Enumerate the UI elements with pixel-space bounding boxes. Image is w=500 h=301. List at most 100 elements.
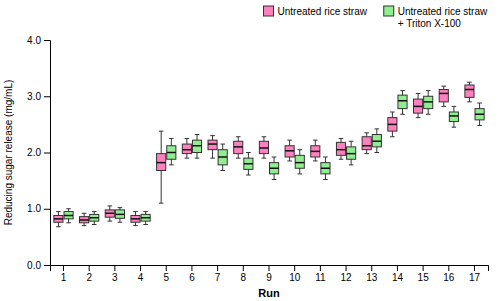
x-tick: 13 — [366, 265, 378, 283]
cap-low — [452, 127, 457, 128]
x-tick: 5 — [163, 265, 169, 283]
cap-low — [236, 158, 241, 159]
x-tick: 14 — [392, 265, 404, 283]
x-axis: 1234567891011121314151617 — [51, 265, 489, 283]
cap-high — [185, 138, 190, 139]
median — [64, 215, 73, 217]
cap-high — [441, 86, 446, 87]
x-tick-mark — [191, 265, 192, 271]
box — [270, 157, 279, 180]
box — [439, 86, 448, 106]
x-tick-mark — [63, 265, 64, 271]
x-tick: 7 — [215, 265, 221, 283]
box — [362, 133, 371, 154]
x-tick-mark — [320, 265, 321, 271]
cap-low — [323, 179, 328, 180]
x-tick: 4 — [138, 265, 144, 283]
cap-low — [375, 152, 380, 153]
box — [182, 138, 191, 158]
box — [372, 129, 381, 153]
cap-high — [118, 207, 123, 208]
box — [157, 131, 166, 203]
x-axis-line — [51, 266, 489, 272]
box-body — [414, 99, 423, 113]
box-body — [218, 150, 227, 165]
cap-low — [220, 170, 225, 171]
cap-low — [416, 117, 421, 118]
median — [285, 150, 294, 152]
cap-high — [220, 144, 225, 145]
median — [439, 93, 448, 95]
box — [449, 106, 458, 127]
cap-low — [477, 125, 482, 126]
cap-low — [195, 158, 200, 159]
cap-low — [262, 158, 267, 159]
median — [259, 147, 268, 149]
legend-swatch — [384, 6, 394, 16]
x-tick-mark — [217, 265, 218, 271]
box — [424, 91, 433, 115]
box-series — [64, 91, 484, 225]
x-tick: 9 — [266, 265, 272, 283]
cap-low — [441, 106, 446, 107]
box — [244, 153, 253, 176]
x-tick-label: 15 — [418, 272, 430, 283]
x-tick: 17 — [469, 265, 481, 283]
x-tick: 8 — [241, 265, 247, 283]
x-tick: 15 — [418, 265, 430, 283]
cap-low — [349, 164, 354, 165]
cap-low — [313, 160, 318, 161]
cap-high — [108, 205, 113, 206]
median — [270, 168, 279, 170]
median — [90, 217, 99, 219]
box-body — [244, 158, 253, 169]
cap-high — [262, 136, 267, 137]
box-body — [131, 216, 140, 223]
cap-high — [467, 82, 472, 83]
plot-area: 0.01.02.03.04.01234567891011121314151617 — [27, 35, 488, 283]
median — [388, 124, 397, 126]
y-tick-mark — [44, 153, 50, 154]
median — [105, 213, 114, 215]
cap-high — [82, 213, 87, 214]
cap-high — [66, 208, 71, 209]
box-body — [182, 144, 191, 154]
x-tick-mark — [294, 265, 295, 271]
box — [234, 137, 243, 158]
box — [167, 138, 176, 164]
x-tick: 2 — [86, 265, 92, 283]
cap-low — [426, 114, 431, 115]
median — [414, 106, 423, 108]
x-tick-mark — [114, 265, 115, 271]
cap-low — [159, 203, 164, 204]
box — [218, 144, 227, 170]
x-tick-label: 3 — [112, 272, 118, 283]
box — [141, 212, 150, 225]
cap-low — [133, 225, 138, 226]
x-tick-mark — [448, 265, 449, 271]
box-body — [64, 212, 73, 219]
box-body — [475, 109, 484, 120]
y-tick: 2.0 — [27, 147, 50, 158]
box — [347, 141, 356, 165]
box — [336, 138, 345, 159]
x-tick-label: 10 — [289, 272, 301, 283]
y-axis-line — [44, 41, 51, 266]
median — [208, 143, 217, 145]
legend-item: Untreated rice straw — [263, 6, 367, 17]
y-tick: 3.0 — [27, 91, 50, 102]
median — [218, 156, 227, 158]
cap-low — [400, 114, 405, 115]
cap-high — [159, 131, 164, 132]
box-series — [54, 82, 474, 227]
cap-high — [452, 106, 457, 107]
x-tick: 11 — [315, 265, 326, 283]
box-body — [295, 155, 304, 168]
median — [465, 89, 474, 91]
cap-high — [313, 140, 318, 141]
x-tick-label: 4 — [138, 272, 144, 283]
box-body — [167, 146, 176, 160]
x-tick-mark — [243, 265, 244, 271]
cap-high — [364, 132, 369, 133]
median — [424, 101, 433, 103]
